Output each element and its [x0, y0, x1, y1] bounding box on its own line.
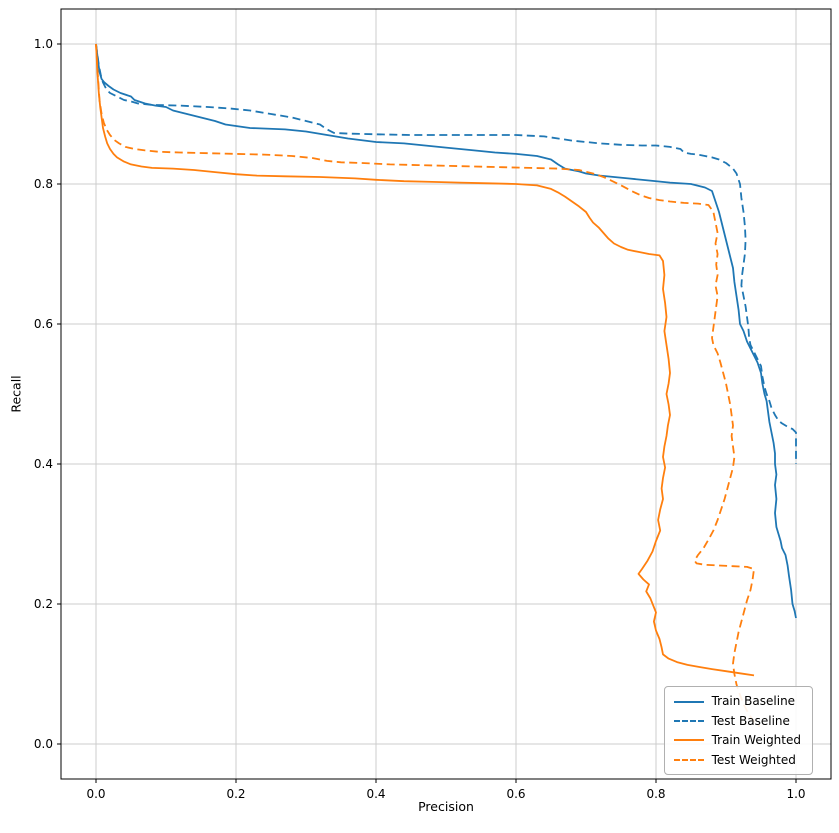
x-axis-label: Precision: [418, 799, 474, 814]
y-tick-label: 0.0: [34, 737, 53, 751]
legend-line-sample-train-weighted: [673, 739, 704, 742]
legend-line-sample-test-baseline: [673, 720, 704, 723]
legend-label-train-baseline: Train Baseline: [711, 694, 796, 709]
axes-frame: [60, 8, 832, 780]
y-tick-label: 0.6: [34, 317, 53, 331]
legend-line-sample-test-weighted: [673, 758, 704, 761]
y-axis-label: Recall: [8, 375, 24, 413]
legend-label-test-baseline: Test Baseline: [711, 713, 790, 728]
y-tick-label: 0.8: [34, 177, 53, 191]
y-tick-label: 1.0: [34, 37, 53, 51]
legend-line-sample-train-baseline: [673, 700, 704, 703]
series-line-test-baseline: [95, 43, 797, 464]
legend-label-test-weighted: Test Weighted: [711, 752, 796, 767]
legend-item-train-weighted: Train Weighted: [673, 733, 801, 748]
legend-label-train-weighted: Train Weighted: [711, 733, 801, 748]
y-tick-label: 0.2: [34, 597, 53, 611]
x-tick-label: 0.0: [86, 787, 105, 801]
y-tick-label: 0.4: [34, 457, 53, 471]
legend-item-test-baseline: Test Baseline: [673, 713, 801, 728]
x-tick-label: 0.8: [646, 787, 665, 801]
x-tick-label: 0.2: [226, 787, 245, 801]
x-tick-label: 1.0: [786, 787, 805, 801]
series-line-train-weighted: [95, 43, 755, 677]
x-tick-label: 0.4: [366, 787, 385, 801]
x-tick-label: 0.6: [506, 787, 525, 801]
legend-item-test-weighted: Test Weighted: [673, 752, 801, 767]
series-line-test-weighted: [95, 43, 761, 728]
legend-item-train-baseline: Train Baseline: [673, 694, 801, 709]
legend: Train Baseline Test Baseline Train Weighte…: [663, 686, 813, 775]
series-line-train-baseline: [95, 43, 797, 619]
